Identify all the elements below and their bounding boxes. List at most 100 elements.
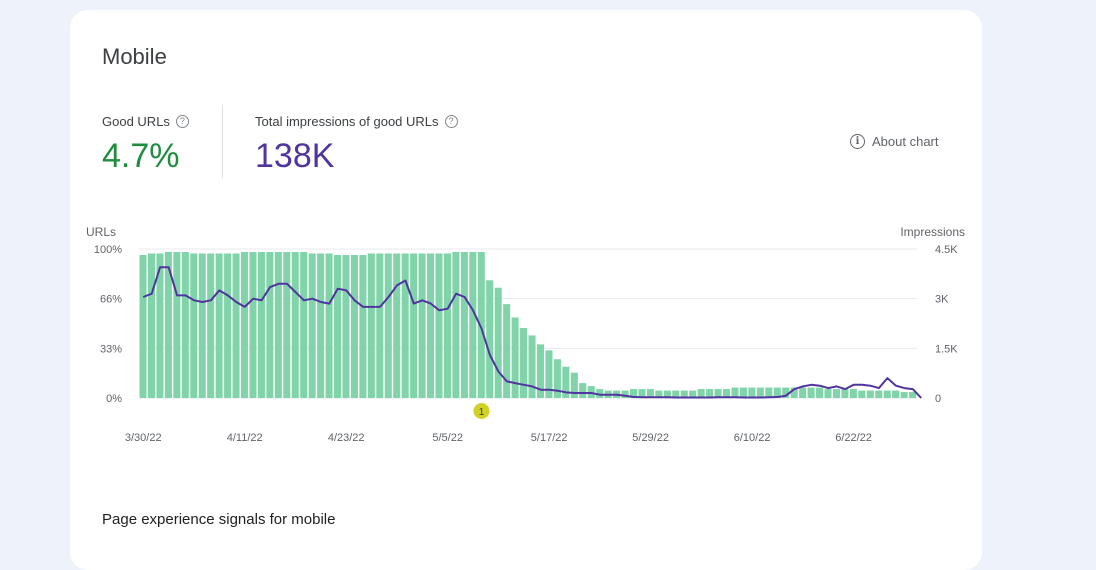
bar [739,387,747,398]
about-chart-label: About chart [872,134,939,149]
bar [477,251,485,398]
card-title: Mobile [102,44,167,69]
x-tick-label: 6/10/22 [734,432,771,444]
bar [359,254,367,398]
impressions-line [142,266,922,399]
bar [892,390,900,398]
left-tick-label: 66% [100,294,122,306]
good-urls-label-row: Good URLs ? [102,114,189,129]
bar [646,389,654,398]
x-tick-label: 6/22/22 [835,432,872,444]
bar [240,251,249,398]
bar [638,389,646,398]
bar [545,350,553,398]
urls-impressions-chart: 100% 4.5K 66% 3K 33% 1.5K 0% 0 URLs Impressions 3/… [86,225,965,444]
bar [198,253,206,398]
bar [232,253,240,398]
bar [621,390,629,398]
impressions-value: 138K [255,137,335,175]
right-tick-label: 4.5K [935,244,958,256]
bar [697,389,705,398]
bar [629,389,638,398]
bar [274,251,282,398]
right-tick-label: 0 [935,393,941,405]
bar [511,317,519,398]
bar [181,251,189,398]
bar [317,253,325,398]
about-chart-button[interactable]: i About chart [850,134,939,149]
section-title: Page experience signals for mobile [102,511,336,528]
bar [536,344,545,398]
bar [469,251,477,398]
bar [849,389,857,398]
impressions-label: Total impressions of good URLs [255,114,439,129]
bar [596,389,604,398]
bar [832,389,840,398]
bar [714,389,722,398]
bar [173,251,181,398]
bar [164,251,172,398]
metrics-divider [222,106,223,178]
bar [443,253,451,398]
bar [816,387,824,398]
good-urls-metric[interactable]: Good URLs ? 4.7% [102,114,189,176]
bar [841,389,849,398]
bar [579,383,587,398]
bar [283,251,291,398]
bar [528,335,536,398]
bar [706,389,714,398]
help-icon[interactable]: ? [444,115,458,128]
bar [503,304,511,398]
bar [452,251,460,398]
bar [215,253,223,398]
bar [291,251,299,398]
bar [486,280,494,398]
bar [570,372,578,398]
bar [384,253,392,398]
bar [393,253,401,398]
bar [325,253,333,398]
bar [748,387,756,398]
bar [824,389,832,398]
bar [807,387,815,398]
help-icon[interactable]: ? [175,115,189,128]
bar [680,390,688,398]
right-tick-label: 1.5K [935,343,958,355]
impressions-label-row: Total impressions of good URLs ? [255,114,458,129]
impressions-metric[interactable]: Total impressions of good URLs ? 138K [255,114,458,176]
x-tick-label: 3/30/22 [125,432,162,444]
bar [909,392,917,398]
left-tick-label: 0% [106,393,122,405]
bar [562,366,570,398]
bar [731,387,739,398]
bar [401,253,409,398]
bar [663,390,671,398]
annotation-label: 1 [479,407,485,418]
bar [875,390,883,398]
bar [147,253,156,398]
bar [799,387,807,398]
bar [139,254,147,398]
bar [900,392,908,398]
bar [334,254,342,398]
bar [672,390,680,398]
left-axis-label: URLs [86,225,116,239]
bar [756,387,764,398]
bar [723,389,731,398]
bar [308,253,316,398]
bar [765,387,773,398]
x-tick-label: 4/23/22 [328,432,365,444]
bar [410,253,418,398]
bar [376,253,384,398]
bar [655,390,663,398]
bar [460,251,468,398]
bar [350,254,358,398]
bar [435,253,443,398]
x-tick-label: 5/5/22 [432,432,463,444]
right-tick-label: 3K [935,294,949,306]
bar [520,327,528,398]
x-tick-label: 5/17/22 [531,432,568,444]
bar [207,253,215,398]
bar [367,253,375,398]
bar [427,253,435,398]
